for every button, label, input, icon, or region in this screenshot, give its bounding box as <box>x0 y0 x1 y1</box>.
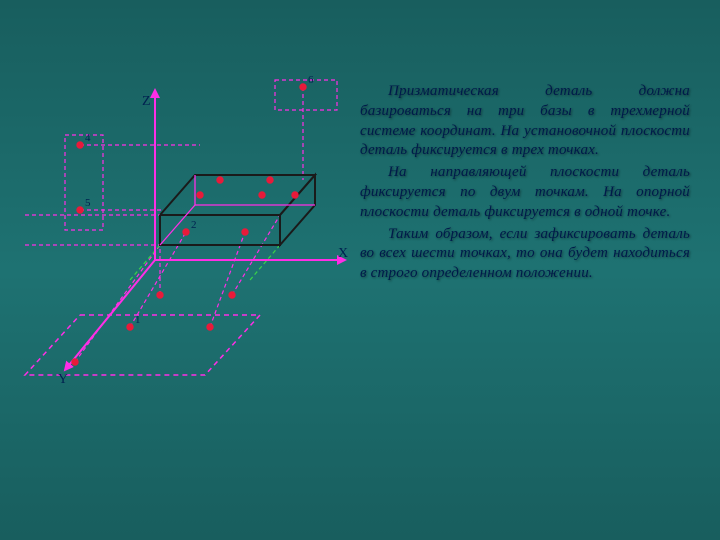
svg-text:Z: Z <box>142 94 151 109</box>
svg-text:4: 4 <box>85 132 91 144</box>
svg-text:X: X <box>338 246 348 261</box>
svg-text:5: 5 <box>85 197 91 209</box>
slide-root: Z X Y 4 5 6 2 1 Призматическая деталь должна ба… <box>0 0 720 540</box>
svg-text:Y: Y <box>58 372 68 387</box>
paragraph-1: Призматическая деталь должна базироватьс… <box>360 82 690 161</box>
svg-text:1: 1 <box>135 314 141 326</box>
paragraph-3: Таким образом, если зафиксировать деталь… <box>360 225 690 284</box>
svg-text:6: 6 <box>308 74 314 86</box>
text-column: Призматическая деталь должна базироватьс… <box>360 82 690 286</box>
svg-text:2: 2 <box>191 219 197 231</box>
figure-svg: Z X Y 4 5 6 2 1 <box>10 65 360 395</box>
prismatic-datum-figure: Z X Y 4 5 6 2 1 <box>10 65 360 395</box>
paragraph-2: На направляющей плоскости деталь фиксиру… <box>360 163 690 222</box>
